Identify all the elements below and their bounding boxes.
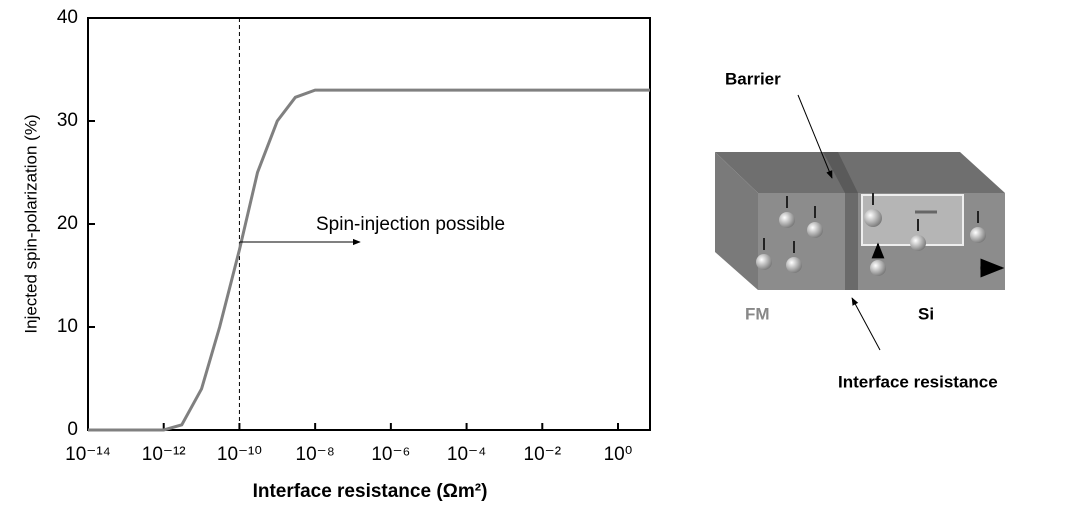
y-tick-label: 40 [57,7,78,28]
barrier-label: Barrier [725,69,781,88]
x-tick-label: 10⁻⁶ [371,444,410,465]
figure: Injected spin-polarization (%) Interface… [0,0,1065,507]
data-line [88,90,650,430]
x-tick-label: 10⁻⁸ [296,444,335,465]
y-tick-label: 10 [57,316,78,337]
annotation: Spin-injection possible [316,214,505,235]
interface-label: Interface resistance [838,372,998,391]
si-label: Si [918,304,934,323]
x-tick-label: 10⁻¹⁴ [65,444,111,465]
x-tick-label: 10⁻⁴ [447,444,486,465]
fm-label: FM [745,304,770,323]
barrier-face [845,193,858,290]
x-tick-label: 10⁻¹⁰ [217,444,262,465]
y-axis-label: Injected spin-polarization (%) [21,114,40,333]
x-tick-label: 10⁻¹² [142,444,186,465]
y-tick-label: 30 [57,110,78,131]
x-tick-label: 10⁰ [604,444,633,465]
interface-arrow [852,298,880,350]
y-tick-label: 0 [67,419,78,440]
diagram: Barrier FM Si Interface resistance [715,69,1005,391]
x-axis-label: Interface resistance (Ωm²) [253,481,488,502]
y-tick-label: 20 [57,213,78,234]
x-tick-label: 10⁻² [524,444,562,465]
fm-face [758,193,845,290]
top-face [715,152,1005,193]
